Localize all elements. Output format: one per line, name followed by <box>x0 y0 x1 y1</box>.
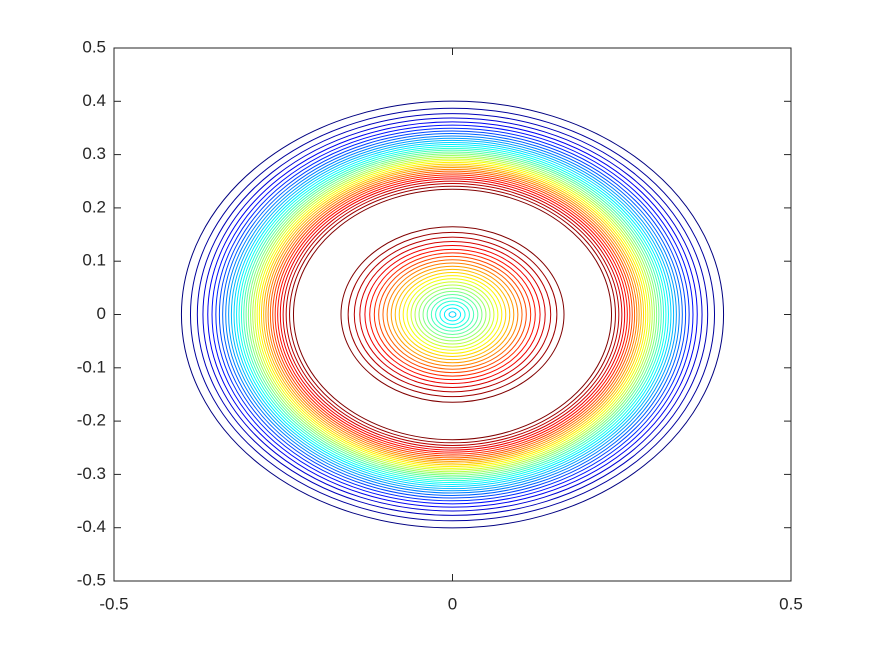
contour-line <box>218 130 687 499</box>
contour-line <box>243 149 662 480</box>
contour-line <box>230 139 675 490</box>
contour-line <box>292 188 613 441</box>
contour-line <box>228 137 677 492</box>
contour-line <box>422 290 483 339</box>
contour-line <box>222 133 683 496</box>
y-tick-label: 0.5 <box>82 37 106 56</box>
plot-area <box>180 100 725 529</box>
contour-line <box>238 145 667 484</box>
contour-line <box>207 121 698 508</box>
contour-line <box>260 163 645 466</box>
contour-line <box>410 281 495 348</box>
contour-line <box>180 100 725 529</box>
y-tick-label: 0 <box>97 304 106 323</box>
contour-line <box>254 158 651 471</box>
contour-line <box>267 168 638 461</box>
contour-line <box>394 268 511 361</box>
contour-line <box>189 107 716 522</box>
contour-line <box>269 170 636 459</box>
contour-line <box>274 174 631 455</box>
contour-line <box>282 180 623 449</box>
y-tick-label: -0.4 <box>77 517 106 536</box>
contour-line <box>265 167 640 462</box>
contour-line <box>386 262 519 367</box>
contour-line <box>430 297 475 332</box>
contour-line <box>439 304 466 325</box>
y-tick-label: -0.3 <box>77 464 106 483</box>
contour-line <box>240 147 665 482</box>
contour-line <box>250 155 655 474</box>
contour-line <box>289 185 616 444</box>
contour-line <box>277 176 628 453</box>
contour-line <box>443 307 462 322</box>
x-tick-label: 0.5 <box>779 594 803 613</box>
contour-line <box>364 245 541 384</box>
contour-line <box>256 160 649 469</box>
y-tick-label: 0.1 <box>82 251 106 270</box>
y-tick-label: -0.2 <box>77 411 106 430</box>
y-tick-label: 0.2 <box>82 197 106 216</box>
contour-line <box>426 294 479 335</box>
contour-line <box>215 127 690 502</box>
contour-line <box>373 252 532 377</box>
contour-line <box>398 272 507 357</box>
contour-line <box>353 236 552 393</box>
contour-line <box>211 124 694 505</box>
contour-line <box>285 183 620 446</box>
contour-line <box>279 178 626 451</box>
contour-line <box>414 284 491 345</box>
contour-line <box>390 265 515 364</box>
contour-line <box>233 141 672 488</box>
y-tick-label: 0.4 <box>82 91 106 110</box>
contour-line <box>272 172 633 457</box>
contour-line <box>340 226 565 403</box>
contour-line <box>359 241 546 388</box>
contour-line <box>258 161 647 468</box>
x-tick-label: -0.5 <box>99 594 128 613</box>
contour-line <box>418 287 487 342</box>
x-tick-label: 0 <box>448 594 457 613</box>
contour-line <box>225 135 680 494</box>
contour-line <box>263 165 642 464</box>
contour-line <box>247 153 658 476</box>
contour-line <box>202 117 703 512</box>
contour-line <box>402 275 503 354</box>
contour-line <box>406 278 499 351</box>
y-tick-label: -0.1 <box>77 357 106 376</box>
contour-line <box>435 300 470 329</box>
contour-line <box>378 255 527 374</box>
y-tick-label: 0.3 <box>82 144 106 163</box>
contour-line <box>252 156 653 473</box>
contour-line <box>347 231 558 398</box>
contour-line <box>236 144 669 485</box>
contour-line <box>196 113 709 516</box>
y-tick-label: -0.5 <box>77 570 106 589</box>
contour-line <box>245 151 660 478</box>
contour-line <box>382 259 523 370</box>
contour-line <box>448 311 457 318</box>
contour-line <box>369 248 536 381</box>
